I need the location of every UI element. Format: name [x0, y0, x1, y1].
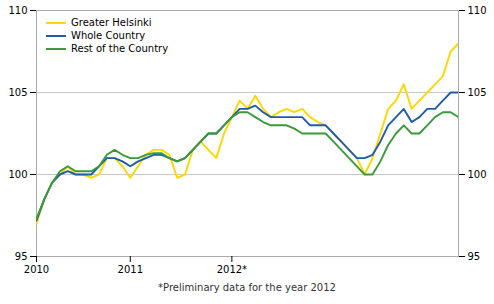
- svg-text:100: 100: [468, 169, 487, 180]
- svg-text:2011: 2011: [118, 264, 143, 275]
- svg-text:95: 95: [15, 251, 28, 262]
- svg-text:110: 110: [8, 5, 27, 16]
- svg-text:105: 105: [468, 87, 487, 98]
- html-text:Rest of the Country: Rest of the Country: [71, 43, 169, 54]
- svg-text:95: 95: [468, 251, 481, 262]
- svg-text:105: 105: [8, 87, 27, 98]
- svg-text:110: 110: [468, 5, 487, 16]
- html-text:Whole Country: Whole Country: [71, 30, 146, 41]
- html-text:*Preliminary data for the year: *Preliminary data for the year 2012: [158, 282, 336, 293]
- svg-text:2010: 2010: [24, 264, 49, 275]
- svg-text:100: 100: [8, 169, 27, 180]
- html-text:Greater Helsinki: Greater Helsinki: [71, 17, 152, 28]
- svg-text:2012*: 2012*: [217, 264, 247, 275]
